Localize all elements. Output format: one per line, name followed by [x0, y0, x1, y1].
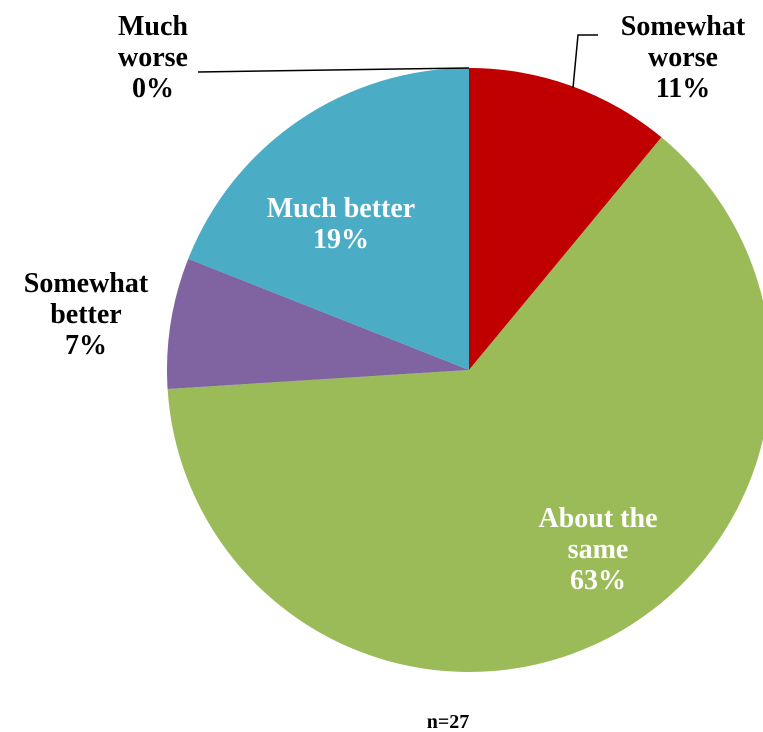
slice-much-better: [188, 68, 469, 370]
leader-line-somewhat-worse: [572, 34, 598, 89]
leader-lines: [197, 34, 598, 89]
slice-about-the-same: [167, 137, 763, 672]
value-label-much-better: 19%: [313, 224, 369, 255]
category-label-much-better: Much better: [267, 193, 416, 224]
slice-somewhat-worse: [469, 68, 662, 370]
value-label-somewhat-worse: 11%: [656, 73, 710, 104]
value-label-much-worse: 0%: [132, 73, 174, 104]
slice-somewhat-better: [167, 258, 469, 389]
value-label-about-the-same: 63%: [570, 565, 626, 596]
label-much-better: Much better 19%: [267, 193, 416, 255]
value-label-somewhat-better: 7%: [65, 330, 107, 361]
category-label-somewhat-worse: Somewhat: [621, 11, 746, 42]
category-label-about-the-same: About the: [538, 503, 657, 534]
leader-line-much-worse: [197, 67, 470, 73]
category-label-about-the-same: same: [568, 534, 629, 565]
category-label-somewhat-better: Somewhat: [24, 268, 149, 299]
label-somewhat-better: Somewhat better 7%: [24, 268, 149, 361]
category-label-somewhat-worse: worse: [648, 42, 718, 73]
label-about-the-same: About the same 63%: [538, 503, 657, 596]
pie-slices: [167, 68, 763, 672]
label-much-worse: Much worse 0%: [118, 11, 188, 104]
slice-labels: Much worse 0%Somewhat worse 11%About the same…: [24, 11, 746, 596]
category-label-somewhat-better: better: [50, 299, 122, 330]
category-label-much-worse: Much: [118, 11, 188, 42]
category-label-much-worse: worse: [118, 42, 188, 73]
sample-size-note: n=27: [427, 711, 470, 732]
label-somewhat-worse: Somewhat worse 11%: [621, 11, 746, 104]
